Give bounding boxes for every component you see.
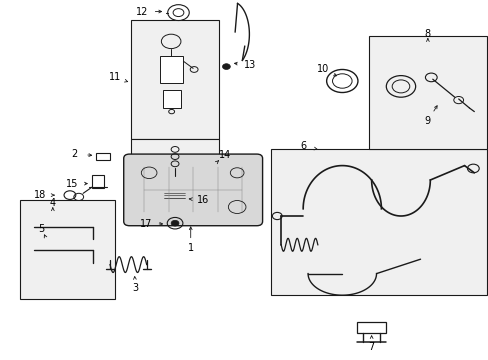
Text: 1: 1 [187, 243, 193, 253]
Text: 8: 8 [424, 29, 430, 39]
Text: 16: 16 [196, 195, 209, 205]
FancyBboxPatch shape [123, 154, 262, 226]
Bar [131, 20, 218, 139]
Text: 18: 18 [34, 190, 46, 200]
Circle shape [222, 64, 230, 69]
Text: 12: 12 [135, 6, 148, 17]
Text: 7: 7 [368, 342, 374, 352]
Bar [20, 200, 115, 299]
Bar [96, 153, 110, 160]
Bar [356, 322, 386, 333]
Text: 3: 3 [132, 283, 138, 293]
Text: 4: 4 [50, 198, 56, 208]
Text: 6: 6 [300, 141, 305, 151]
Text: 9: 9 [424, 116, 430, 126]
Bar [160, 56, 183, 83]
Circle shape [173, 9, 183, 17]
Bar [163, 90, 181, 108]
Text: 15: 15 [65, 179, 78, 189]
Bar [368, 36, 486, 149]
Text: 13: 13 [244, 60, 256, 70]
Bar [169, 176, 181, 183]
Text: 14: 14 [218, 150, 231, 160]
Circle shape [167, 5, 189, 21]
Text: 17: 17 [139, 219, 152, 229]
Circle shape [171, 220, 179, 226]
Text: 5: 5 [39, 224, 44, 234]
Bar [163, 188, 185, 209]
Text: 11: 11 [108, 72, 121, 82]
Text: 10: 10 [316, 64, 328, 74]
Bar [271, 149, 486, 295]
Text: 2: 2 [71, 149, 77, 159]
Bar [92, 175, 103, 188]
Bar [131, 139, 218, 189]
